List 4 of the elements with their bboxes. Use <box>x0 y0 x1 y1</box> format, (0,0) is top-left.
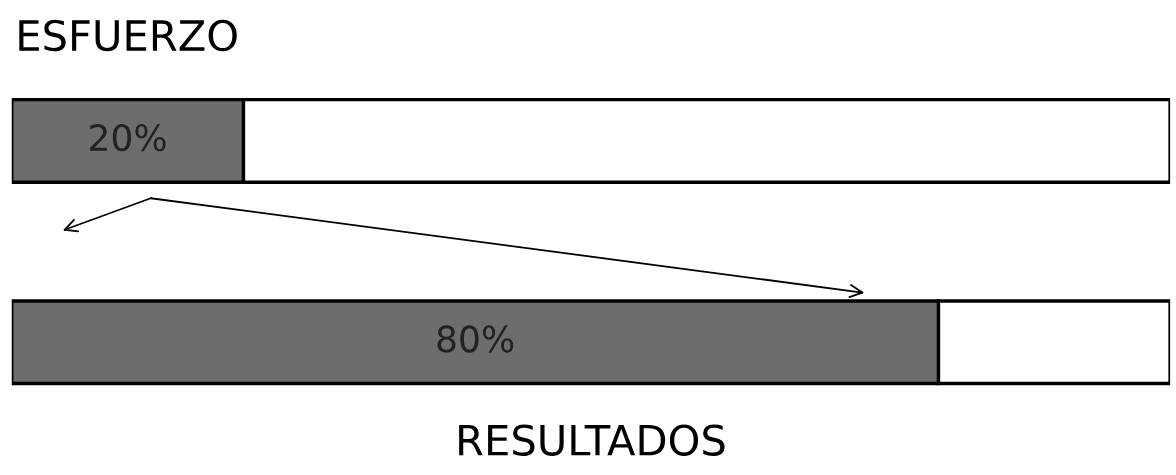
annotation: ESFUERZO <box>19 19 237 52</box>
data-label: 20% <box>90 124 166 152</box>
annotation: RESULTADOS <box>459 424 725 456</box>
data-label: 80% <box>437 325 514 353</box>
